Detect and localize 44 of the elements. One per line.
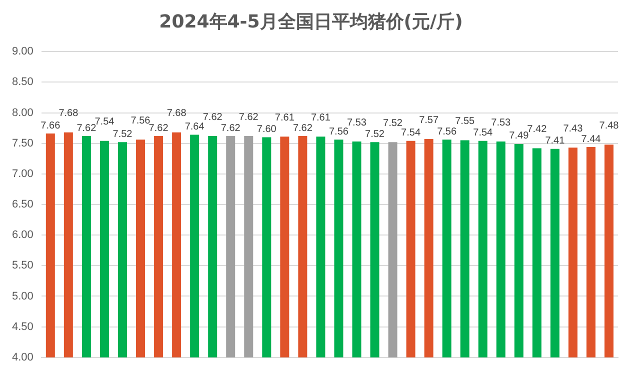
- data-label: 7.49: [509, 130, 530, 142]
- data-label: 7.61: [274, 112, 295, 124]
- data-label: 7.62: [220, 122, 241, 134]
- data-label: 7.68: [58, 108, 79, 120]
- y-tick-label: 8.50: [12, 76, 34, 88]
- y-tick-label: 7.00: [12, 168, 34, 180]
- y-tick-label: 6.50: [12, 198, 34, 211]
- data-label: 7.62: [148, 122, 169, 134]
- data-label: 7.62: [292, 122, 313, 134]
- data-label: 7.53: [491, 117, 512, 128]
- data-label: 7.54: [401, 128, 421, 139]
- data-label: 7.57: [419, 114, 439, 126]
- y-tick-label: 5.00: [12, 290, 34, 302]
- data-label: 7.44: [581, 134, 602, 145]
- data-label: 7.62: [202, 112, 223, 123]
- data-label: 7.52: [112, 128, 133, 140]
- data-label: 7.52: [383, 118, 403, 129]
- y-tick-label: 7.50: [12, 137, 34, 150]
- data-label: 7.42: [527, 124, 548, 135]
- data-label: 7.56: [328, 126, 349, 138]
- data-label: 7.56: [130, 115, 151, 126]
- data-label: 7.64: [184, 122, 205, 133]
- y-tick-label: 4.00: [12, 351, 34, 364]
- data-label: 7.55: [455, 116, 476, 128]
- data-label: 7.66: [40, 120, 61, 132]
- data-label: 7.62: [238, 112, 259, 123]
- data-label: 7.68: [166, 108, 187, 120]
- y-tick-label: 8.00: [12, 106, 34, 119]
- data-label: 7.54: [94, 116, 115, 128]
- data-label: 7.48: [599, 120, 620, 132]
- data-label: 7.56: [437, 126, 457, 138]
- y-tick-label: 4.50: [12, 320, 34, 333]
- chart-title: 2024年4-5月全国日平均猪价(元/斤): [159, 11, 463, 32]
- data-label: 7.60: [256, 124, 277, 135]
- y-tick-label: 5.50: [12, 260, 34, 272]
- y-tick-label: 9.00: [12, 46, 34, 58]
- data-label: 7.61: [310, 112, 331, 124]
- y-tick-label: 6.00: [12, 229, 34, 242]
- data-label: 7.43: [563, 123, 584, 134]
- data-label: 7.41: [545, 136, 566, 147]
- data-label: 7.53: [347, 117, 367, 128]
- data-label: 7.54: [473, 128, 494, 139]
- data-label: 7.62: [76, 122, 97, 134]
- data-label: 7.52: [365, 128, 385, 140]
